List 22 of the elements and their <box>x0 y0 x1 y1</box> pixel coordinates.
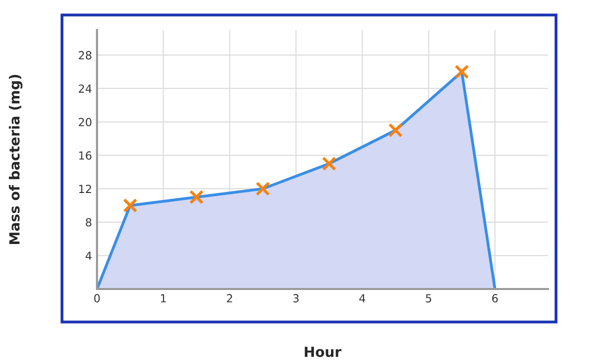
point <box>256 182 270 196</box>
x-tick-label: 5 <box>426 294 432 302</box>
y-tick-label: 16 <box>79 151 92 160</box>
x-tick-label: 0 <box>94 294 100 302</box>
x-tick-label: 2 <box>226 294 232 302</box>
point <box>454 64 469 79</box>
y-tick-label: 12 <box>79 184 92 193</box>
x-axis-title: Hour <box>304 346 342 358</box>
x-tick-label: 4 <box>359 294 366 302</box>
y-tick-label: 8 <box>86 218 92 227</box>
y-tick-label: 20 <box>78 118 92 126</box>
point <box>122 198 138 213</box>
x-tick-label: 3 <box>293 294 299 302</box>
x-tick-label: 6 <box>492 294 498 302</box>
y-tick-label: 28 <box>78 51 92 60</box>
y-tick-label: 24 <box>78 84 92 93</box>
y-tick-label: 4 <box>86 252 92 260</box>
point <box>322 156 336 171</box>
x-tick-label: 1 <box>161 294 166 302</box>
y-axis-title: Mass of bacteria (mg) <box>8 74 22 244</box>
point <box>189 190 204 204</box>
point <box>388 123 403 138</box>
